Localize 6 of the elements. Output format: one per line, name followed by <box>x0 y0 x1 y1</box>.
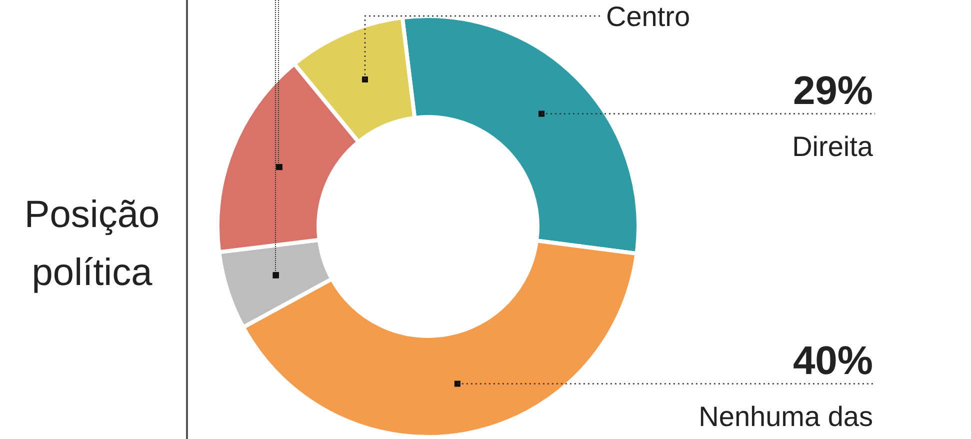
data-label: 40% <box>792 338 873 383</box>
text: Posição política <box>23 193 161 296</box>
slice-label: Centro <box>606 1 690 32</box>
slice-label: Direita <box>792 130 874 162</box>
slice-label: Nenhuma das <box>698 400 873 432</box>
data-label: 29% <box>792 68 873 113</box>
